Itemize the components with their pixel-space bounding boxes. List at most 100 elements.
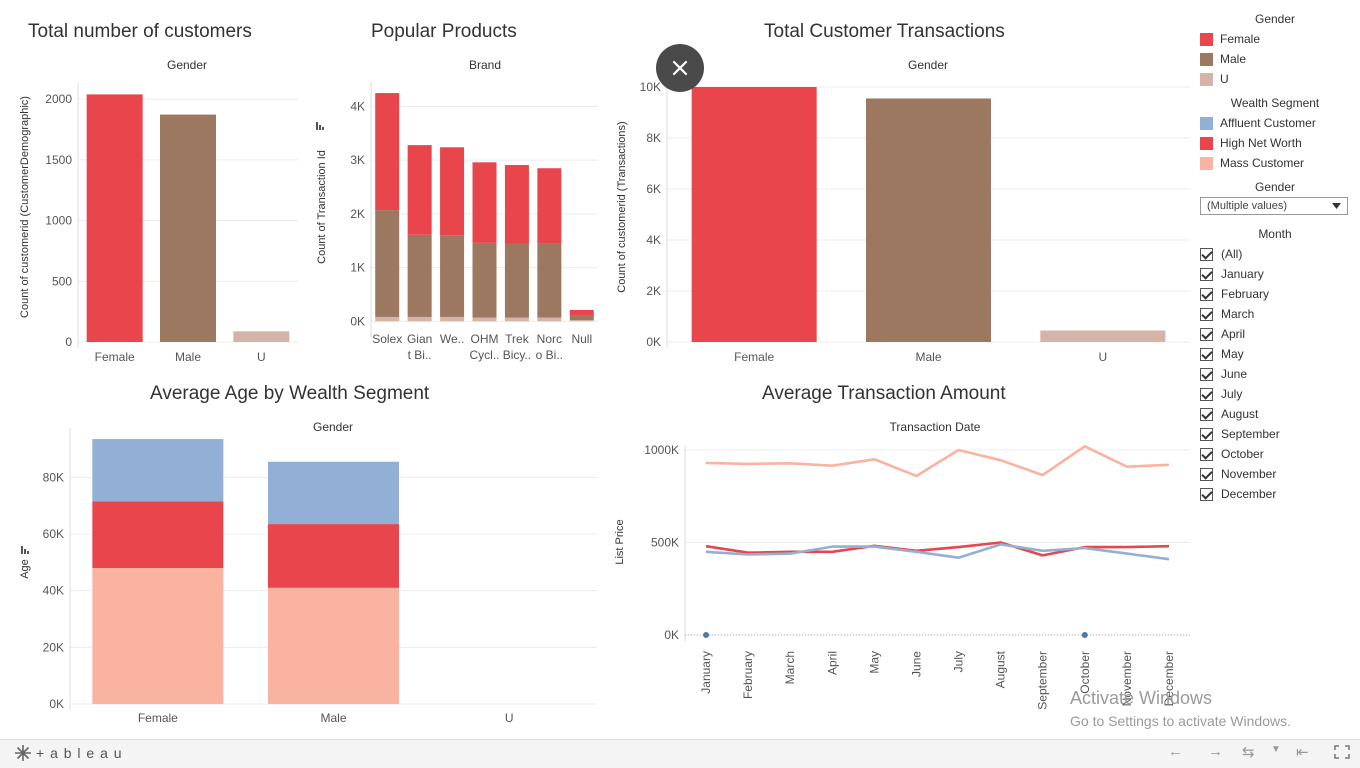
- reset-icon[interactable]: ⇤: [1296, 744, 1309, 761]
- transactions-bar-chart[interactable]: Gender 0K 2K 4K 6K 8K 10K Count of customerid (…: [605, 50, 1195, 375]
- sort-icon[interactable]: [21, 546, 23, 554]
- customers-bar-chart[interactable]: Gender 0 500 1000 1500 2000 Count of customeri…: [0, 50, 310, 375]
- bar-male[interactable]: [160, 114, 216, 342]
- month-option-february[interactable]: February: [1200, 284, 1360, 304]
- month-checkbox[interactable]: [1200, 467, 1213, 481]
- legend-swatch: [1200, 52, 1213, 66]
- bar-female[interactable]: [86, 94, 143, 343]
- sort-icon[interactable]: [27, 551, 29, 554]
- amount-line-chart[interactable]: Transaction Date 0K 500K 1000K List Price Jan…: [605, 412, 1200, 712]
- line-mass-customer[interactable]: [705, 445, 1170, 478]
- bar-solex-male[interactable]: [375, 210, 400, 317]
- undo-icon[interactable]: ←: [1168, 743, 1183, 760]
- x-tick-label: Bicy..: [503, 348, 531, 362]
- month-checkbox[interactable]: [1200, 287, 1213, 301]
- legend-item-mass-customer[interactable]: Mass Customer: [1200, 153, 1360, 173]
- bar-solex-female[interactable]: [375, 93, 400, 211]
- month-checkbox[interactable]: [1200, 447, 1213, 461]
- legend-label: Male: [1220, 52, 1247, 66]
- y-tick-label: 500: [52, 274, 72, 288]
- products-bar-chart[interactable]: Brand 0K 1K 2K 3K 4K Count of Transaction Id So…: [305, 50, 605, 375]
- month-checkbox[interactable]: [1200, 407, 1213, 421]
- month-option-june[interactable]: June: [1200, 364, 1360, 384]
- legend-item-female[interactable]: Female: [1200, 29, 1360, 49]
- revert-dropdown-icon[interactable]: ▼: [1271, 744, 1281, 755]
- point-october[interactable]: [1081, 632, 1088, 638]
- sort-icon[interactable]: [24, 549, 26, 554]
- redo-icon[interactable]: →: [1208, 743, 1223, 760]
- bar-null-u[interactable]: [569, 320, 594, 322]
- month-option-april[interactable]: April: [1200, 324, 1360, 344]
- bar-trek-bicy-female[interactable]: [504, 165, 529, 244]
- bar-trek-bicy-u[interactable]: [504, 317, 529, 322]
- bar-female-mass-customer[interactable]: [92, 568, 224, 704]
- bar-giant-bi-u[interactable]: [407, 316, 432, 322]
- bar-male[interactable]: [866, 98, 991, 342]
- month-checkbox[interactable]: [1200, 347, 1213, 361]
- month-option-january[interactable]: January: [1200, 264, 1360, 284]
- month-option-november[interactable]: November: [1200, 464, 1360, 484]
- bar-we-male[interactable]: [440, 235, 465, 317]
- bar-norco-bi-u[interactable]: [537, 317, 562, 322]
- month-option-july[interactable]: July: [1200, 384, 1360, 404]
- bar-female[interactable]: [691, 87, 817, 342]
- bar-giant-bi-male[interactable]: [407, 234, 432, 317]
- bar-male-mass-customer[interactable]: [268, 587, 399, 704]
- bar-ohm-cycl-u[interactable]: [472, 317, 497, 322]
- gender-filter-dropdown[interactable]: (Multiple values): [1200, 197, 1348, 215]
- legend-item-u[interactable]: U: [1200, 69, 1360, 89]
- month-checkbox[interactable]: [1200, 387, 1213, 401]
- bar-trek-bicy-male[interactable]: [504, 243, 529, 318]
- month-checkbox[interactable]: [1200, 307, 1213, 321]
- bar-ohm-cycl-male[interactable]: [472, 242, 497, 318]
- point-january[interactable]: [703, 632, 710, 638]
- sort-icon[interactable]: [319, 125, 321, 130]
- sort-icon[interactable]: [322, 127, 324, 130]
- month-option-all[interactable]: (All): [1200, 244, 1360, 264]
- bar-u[interactable]: [1040, 330, 1166, 342]
- month-option-may[interactable]: May: [1200, 344, 1360, 364]
- month-option-august[interactable]: August: [1200, 404, 1360, 424]
- month-option-december[interactable]: December: [1200, 484, 1360, 504]
- bar-we-u[interactable]: [440, 316, 465, 322]
- close-button[interactable]: [656, 44, 704, 92]
- fullscreen-icon[interactable]: [1334, 745, 1350, 764]
- legend-item-high-net-worth[interactable]: High Net Worth: [1200, 133, 1360, 153]
- bar-norco-bi-female[interactable]: [537, 168, 562, 244]
- bar-solex-u[interactable]: [375, 316, 400, 322]
- legend-gender-title: Gender: [1254, 12, 1296, 26]
- month-option-march[interactable]: March: [1200, 304, 1360, 324]
- sort-icon[interactable]: [316, 122, 318, 130]
- month-checkbox[interactable]: [1200, 247, 1213, 261]
- y-tick-label: 0K: [350, 314, 365, 328]
- bar-female-high-net-worth[interactable]: [92, 501, 224, 568]
- bar-ohm-cycl-female[interactable]: [472, 162, 497, 243]
- line-high-net-worth[interactable]: [705, 541, 1170, 557]
- month-option-september[interactable]: September: [1200, 424, 1360, 444]
- age-bar-chart[interactable]: Gender 0K 20K 40K 60K 80K Age Female Male U: [0, 412, 605, 734]
- month-option-october[interactable]: October: [1200, 444, 1360, 464]
- month-checkbox[interactable]: [1200, 487, 1213, 501]
- month-checkbox[interactable]: [1200, 267, 1213, 281]
- month-checkbox[interactable]: [1200, 327, 1213, 341]
- revert-icon[interactable]: ⇆: [1242, 744, 1255, 761]
- y-tick-label: 0: [65, 335, 72, 349]
- month-checkbox[interactable]: [1200, 427, 1213, 441]
- bar-null-male[interactable]: [569, 315, 594, 321]
- bar-u[interactable]: [233, 331, 290, 342]
- legend-item-male[interactable]: Male: [1200, 49, 1360, 69]
- line-affluent-customer[interactable]: [705, 543, 1170, 561]
- bar-giant-bi-female[interactable]: [407, 145, 432, 235]
- bar-we-female[interactable]: [440, 147, 465, 236]
- month-checkbox[interactable]: [1200, 367, 1213, 381]
- bar-male-high-net-worth[interactable]: [268, 524, 399, 588]
- y-tick-label: 6K: [646, 182, 661, 196]
- y-tick-label: 40K: [43, 584, 64, 598]
- bar-null-female[interactable]: [569, 309, 594, 316]
- legend-item-affluent-customer[interactable]: Affluent Customer: [1200, 113, 1360, 133]
- bar-male-affluent-customer[interactable]: [268, 461, 399, 525]
- bar-norco-bi-male[interactable]: [537, 243, 562, 318]
- x-tick-label: We..: [440, 332, 464, 346]
- bar-female-affluent-customer[interactable]: [92, 439, 224, 502]
- x-tick-label: November: [1120, 651, 1134, 706]
